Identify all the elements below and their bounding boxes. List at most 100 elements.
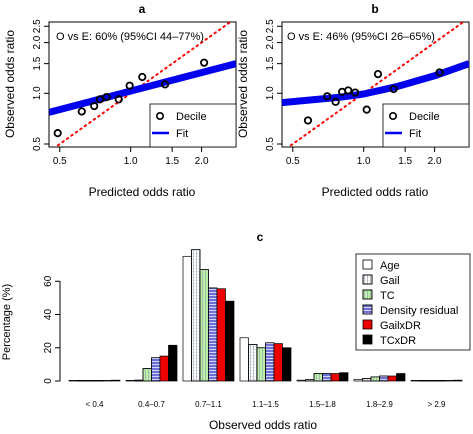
panel-c-category-label: 1.1–1.5 [252, 400, 279, 409]
panel-a-letter: a [139, 2, 146, 16]
bar-gailxdr [387, 375, 397, 382]
bar-tcxdr [225, 300, 235, 382]
bar-age [296, 379, 306, 382]
panel-c-legend-swatch [362, 334, 373, 345]
panel-b-legend: Decile Fit [382, 103, 470, 148]
panel-c-legend-label: Density residual [380, 305, 458, 317]
panel-a-decile-point [102, 92, 111, 102]
panel-a: a 0.5 1.0 1.5 2.0 0.5 1.0 1.5 2.0 2.5 O vs E: 60… [3, 2, 237, 199]
bar-age [353, 378, 363, 382]
bar-age [125, 380, 135, 382]
panel-b-decile-point [351, 88, 360, 97]
panel-a-decile-point [53, 129, 62, 138]
bar-pattern [77, 380, 87, 382]
panel-a-decile-point [77, 107, 86, 116]
panel-a-y-tick-label: 2.5 [32, 19, 43, 33]
bar-pattern [199, 269, 209, 382]
bar-pattern [248, 344, 258, 382]
panel-a-y-tick-label: 1.5 [32, 56, 43, 70]
panel-b-decile-point [373, 70, 383, 79]
panel-b-y-axis-title: Observed odds ratio [236, 30, 250, 138]
panel-c-y-tick-label: 60 [43, 275, 54, 287]
panel-b-decile-point [435, 68, 444, 77]
bar-tcxdr [111, 379, 121, 382]
panel-c-legend-swatch [362, 259, 373, 270]
bar-tcxdr [339, 372, 349, 382]
panel-a-decile-point [95, 95, 104, 104]
panel-a-decile-point [160, 80, 170, 89]
panel-a-x-axis-title: Predicted odds ratio [89, 185, 196, 199]
bar-pattern [305, 379, 315, 382]
panel-a-decile-point [114, 95, 123, 104]
bar-tcxdr [282, 347, 292, 382]
bar-pattern [313, 373, 323, 382]
panel-a-plot-frame [48, 21, 237, 148]
panel-b-decile-point [362, 105, 371, 114]
bar-pattern [191, 249, 201, 382]
panel-a-x-tick-label: 0.5 [53, 156, 67, 167]
panel-a-decile-point [125, 81, 134, 90]
panel-b-legend-decile-marker [388, 112, 397, 121]
panel-c-category-label: > 2.9 [427, 400, 446, 409]
panel-a-decile-point [138, 72, 147, 82]
panel-c-legend-swatch-pattern [362, 289, 373, 300]
panel-a-legend-decile-label: Decile [176, 111, 207, 123]
panel-a-x-tick-label: 1.5 [165, 156, 179, 167]
panel-c-category-label: < 0.4 [85, 400, 104, 409]
bar-gailxdr [159, 355, 169, 382]
bar-pattern [322, 373, 332, 382]
panel-b-legend-decile-label: Decile [409, 111, 440, 123]
bar-gailxdr [273, 343, 283, 382]
panel-a-legend-box [149, 103, 237, 148]
panel-a-x-tick-label: 2.0 [195, 156, 209, 167]
bar-pattern [427, 380, 437, 382]
panel-c-category-label: 0.7–1.1 [195, 400, 222, 409]
panel-c-x-axis-title: Observed odds ratio [209, 418, 317, 432]
panel-c-legend-label: TC [380, 290, 395, 302]
bar-tcxdr [396, 373, 406, 382]
panel-b-decile-point [331, 97, 340, 106]
panel-b-decile-point [303, 116, 313, 125]
panel-b: b 0.5 1.0 1.5 2.0 0.5 1.0 1.5 2.0 2.5 O vs E: 46… [236, 2, 470, 199]
panel-c-category-label: 1.5–1.8 [309, 400, 336, 409]
bar-gailxdr [330, 373, 340, 382]
bar-pattern [208, 287, 218, 382]
panel-c-legend-label: TCxDR [380, 335, 416, 347]
panel-b-legend-fit-label: Fit [409, 128, 421, 140]
panel-c-letter: c [257, 230, 264, 244]
panel-b-x-tick-label: 2.0 [428, 156, 442, 167]
panel-c-legend-box [355, 253, 471, 351]
bar-tcxdr [168, 344, 178, 382]
panel-b-x-tick-label: 1.0 [357, 156, 371, 167]
bar-gailxdr [444, 380, 454, 382]
bar-age [68, 380, 78, 382]
panel-b-letter: b [371, 2, 378, 16]
panel-a-y-tick-label: 2.0 [32, 35, 43, 49]
panel-a-annotation: O vs E: 60% (95%CI 44–77%) [56, 31, 204, 43]
bar-pattern [370, 376, 380, 382]
bar-gailxdr [102, 380, 112, 382]
panel-a-decile-point [200, 58, 209, 67]
panel-a-y-tick-label: 1.0 [32, 86, 43, 100]
panel-b-x-axis-title: Predicted odds ratio [322, 185, 429, 199]
panel-c-category-label: 1.8–2.9 [366, 400, 393, 409]
panel-b-legend-box [382, 103, 470, 148]
panel-c-legend-swatch [362, 319, 373, 330]
panel-b-decile-point [323, 92, 332, 101]
bar-pattern [379, 375, 389, 382]
panel-a-decile-point [90, 101, 99, 111]
panel-b-y-tick-label: 1.5 [265, 56, 276, 70]
panel-b-x-tick-label: 1.5 [398, 156, 412, 167]
panel-a-legend: Decile Fit [149, 103, 237, 148]
panel-b-fit-line [282, 60, 469, 107]
bar-pattern [142, 368, 152, 382]
panel-a-legend-fit-label: Fit [176, 128, 188, 140]
panel-a-legend-decile-marker [156, 112, 165, 121]
bar-pattern [256, 347, 266, 382]
bar-age [410, 380, 420, 382]
bar-pattern [362, 378, 372, 382]
panel-c-y-tick-label: 20 [43, 342, 54, 354]
bar-pattern [85, 380, 95, 382]
bar-pattern [419, 380, 429, 382]
